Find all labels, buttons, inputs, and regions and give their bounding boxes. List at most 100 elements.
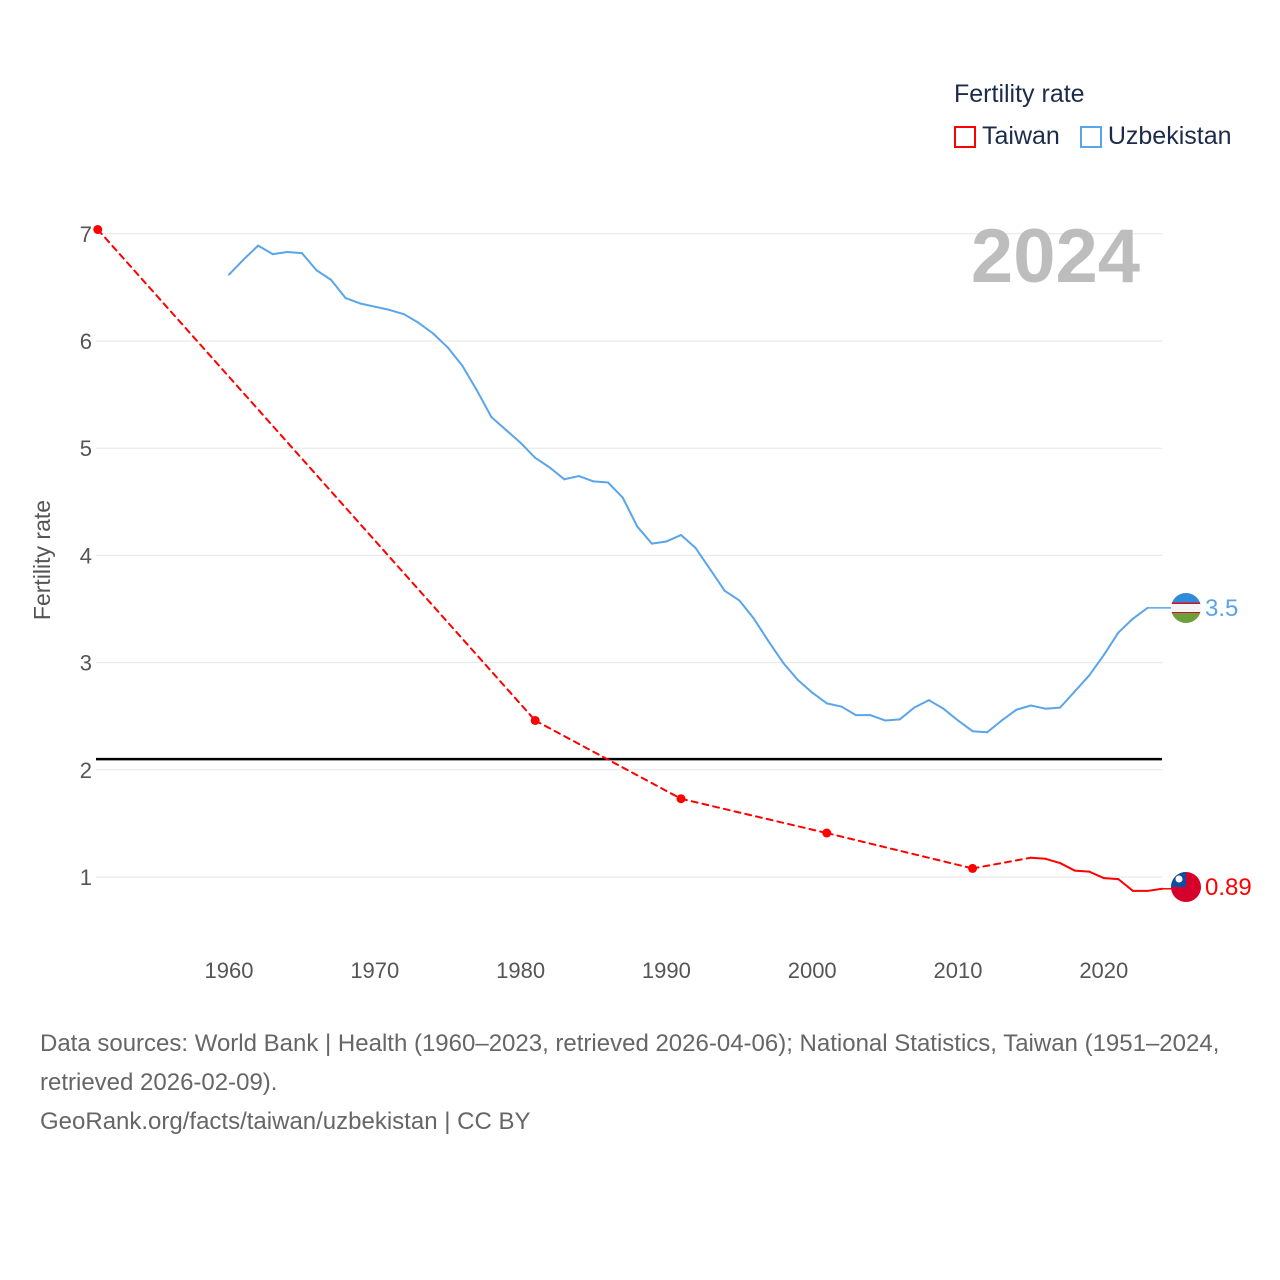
uzbekistan-line-segment (475, 389, 493, 419)
y-tick-label: 7 (80, 222, 92, 247)
data-sources: Data sources: World Bank | Health (1960–… (40, 1030, 1220, 1096)
y-tick-label: 2 (80, 758, 92, 783)
taiwan-line-segment (1146, 887, 1164, 892)
y-tick-label: 4 (80, 543, 92, 568)
x-tick-label: 2020 (1079, 958, 1128, 983)
uzbekistan-line-segment (957, 719, 974, 733)
uzbekistan-line-segment (840, 705, 857, 717)
taiwan-line-segment (1088, 870, 1105, 880)
uzbekistan-line-segment (869, 714, 887, 722)
legend-title: Fertility rate (954, 80, 1085, 108)
taiwan-line-segment (1044, 857, 1062, 865)
y-tick-label: 5 (80, 436, 92, 461)
y-axis-label: Fertility rate (29, 500, 55, 620)
uzbekistan-line-segment (548, 466, 566, 481)
uzbekistan-line-segment (738, 599, 755, 620)
uzbekistan-line-segment (650, 540, 668, 545)
uzbekistan-line-segment (752, 617, 770, 643)
uzbekistan-line-segment (1117, 617, 1134, 634)
uzbekistan-line-segment (1073, 674, 1091, 693)
x-tick-label: 2000 (788, 958, 837, 983)
taiwan-line-segment (1029, 856, 1047, 860)
uzbekistan-line-segment (1015, 704, 1032, 711)
taiwan-data-point (676, 794, 686, 804)
taiwan-data-point (822, 828, 832, 838)
x-tick-label: 2010 (934, 958, 983, 983)
uzbekistan-line-segment (286, 251, 303, 255)
uzbekistan-flag-icon (1171, 593, 1201, 623)
uzbekistan-line-segment (898, 706, 916, 721)
source-link[interactable]: GeoRank.org/facts/taiwan/uzbekistan | CC… (40, 1108, 531, 1135)
taiwan-line-segment (1102, 877, 1120, 881)
taiwan-line-segment (971, 856, 1032, 870)
flag-blue (1171, 593, 1201, 603)
flag-sun (1175, 875, 1183, 883)
uzbekistan-line-segment (694, 546, 712, 571)
uzbekistan-line-segment (359, 302, 376, 308)
uzbekistan-line-segment (242, 244, 260, 261)
uzbekistan-line-segment (971, 730, 989, 734)
uzbekistan-line-segment (592, 480, 610, 484)
uzbekistan-line-segment (315, 269, 333, 281)
legend-item-taiwan[interactable]: Taiwan (954, 122, 1060, 151)
x-tick-label: 1960 (205, 958, 254, 983)
taiwan-data-point (968, 863, 978, 873)
taiwan-line-segment (1073, 869, 1091, 873)
legend-label-uzbekistan: Uzbekistan (1107, 122, 1232, 150)
uzbekistan-line-segment (942, 707, 959, 722)
taiwan-line-segment (96, 228, 537, 722)
uzbekistan-line-segment (228, 258, 245, 276)
uzbekistan-line-segment (300, 252, 318, 272)
taiwan-flag-icon (1171, 872, 1201, 902)
y-tick-label: 1 (80, 865, 92, 890)
uzbekistan-line-segment (534, 456, 551, 469)
uzbekistan-line-segment (679, 534, 697, 549)
uzbekistan-line-segment (417, 321, 435, 335)
uzbekistan-line-segment (796, 678, 814, 694)
uzbekistan-line-segment (621, 496, 639, 528)
x-tick-label: 1980 (496, 958, 545, 983)
uzbekistan-line-segment (257, 244, 274, 256)
uzbekistan-line-segment (884, 718, 901, 722)
uzbekistan-line-segment (490, 416, 508, 431)
uzbekistan-line-segment (461, 364, 478, 392)
uzbekistan-line-segment (825, 702, 843, 708)
legend: Taiwan Uzbekistan (954, 122, 1232, 151)
flag-body (1171, 593, 1201, 623)
uzbekistan-line-segment (373, 305, 391, 311)
uzbekistan-line-segment (709, 568, 726, 592)
flag-white (1171, 603, 1201, 613)
legend-item-uzbekistan[interactable]: Uzbekistan (1079, 122, 1232, 151)
uzbekistan-line-segment (811, 691, 828, 705)
y-tick-label: 3 (80, 651, 92, 676)
taiwan-line-segment (825, 832, 974, 870)
uzbekistan-line-segment (402, 313, 420, 324)
flag-red-stripe (1171, 612, 1201, 614)
taiwan-line-segment (1059, 862, 1076, 872)
uzbekistan-line-segment (1059, 690, 1076, 709)
uzbekistan-line-segment (723, 589, 741, 602)
taiwan-line-segment (679, 797, 828, 835)
uzbekistan-line-segment (577, 475, 595, 483)
uzbekistan-line-segment (767, 640, 785, 664)
taiwan-line-segment (1117, 878, 1134, 892)
uzbekistan-line-segment (1131, 606, 1149, 620)
x-tick-label: 1970 (350, 958, 399, 983)
uzbekistan-end-value-label: 3.5 (1205, 595, 1238, 622)
uzbekistan-line-segment (1102, 631, 1120, 657)
uzbekistan-line-segment (636, 525, 653, 545)
taiwan-end-value-label: 0.89 (1205, 874, 1252, 901)
uzbekistan-line-segment (665, 534, 682, 543)
uzbekistan-line-segment (1029, 704, 1047, 710)
flag-green (1171, 613, 1201, 623)
uzbekistan-line-segment (607, 481, 624, 499)
uzbekistan-line-segment (388, 308, 405, 316)
uzbekistan-line-segment (913, 699, 930, 709)
flag-red-stripe (1171, 602, 1201, 604)
uzbekistan-line-segment (271, 251, 289, 256)
uzbekistan-line-segment (1000, 708, 1018, 722)
uzbekistan-line-segment (446, 346, 464, 367)
x-tick-label: 1990 (642, 958, 691, 983)
uzbekistan-line-segment (344, 297, 362, 305)
